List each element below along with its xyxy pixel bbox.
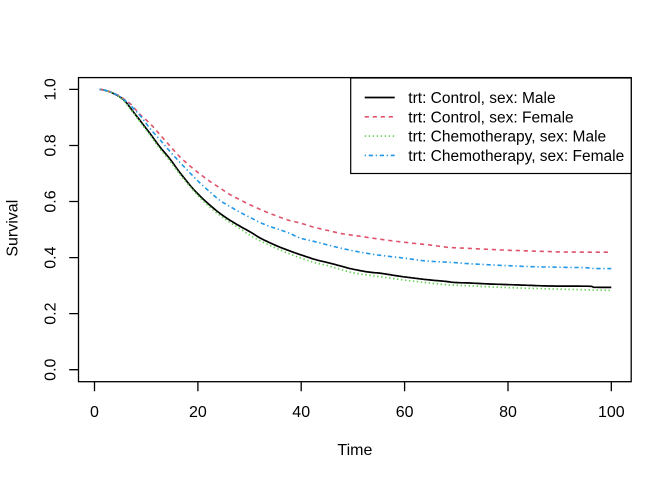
svg-text:0.0: 0.0: [43, 358, 60, 380]
svg-text:trt: Control, sex: Female: trt: Control, sex: Female: [408, 109, 573, 126]
svg-text:trt: Chemotherapy, sex: Male: trt: Chemotherapy, sex: Male: [408, 129, 606, 146]
svg-text:0.6: 0.6: [43, 190, 60, 212]
svg-text:20: 20: [189, 404, 207, 421]
svg-text:60: 60: [396, 404, 414, 421]
svg-text:0.2: 0.2: [43, 302, 60, 324]
svg-text:trt: Control, sex: Male: trt: Control, sex: Male: [408, 90, 555, 107]
svg-text:Time: Time: [337, 442, 372, 459]
svg-text:trt: Chemotherapy, sex: Female: trt: Chemotherapy, sex: Female: [408, 148, 624, 165]
svg-text:80: 80: [499, 404, 517, 421]
svg-text:0: 0: [90, 404, 99, 421]
svg-text:1.0: 1.0: [43, 78, 60, 100]
svg-text:40: 40: [292, 404, 310, 421]
svg-text:0.8: 0.8: [43, 134, 60, 156]
svg-text:0.4: 0.4: [43, 246, 60, 268]
svg-text:Survival: Survival: [5, 200, 22, 257]
svg-text:100: 100: [598, 404, 625, 421]
